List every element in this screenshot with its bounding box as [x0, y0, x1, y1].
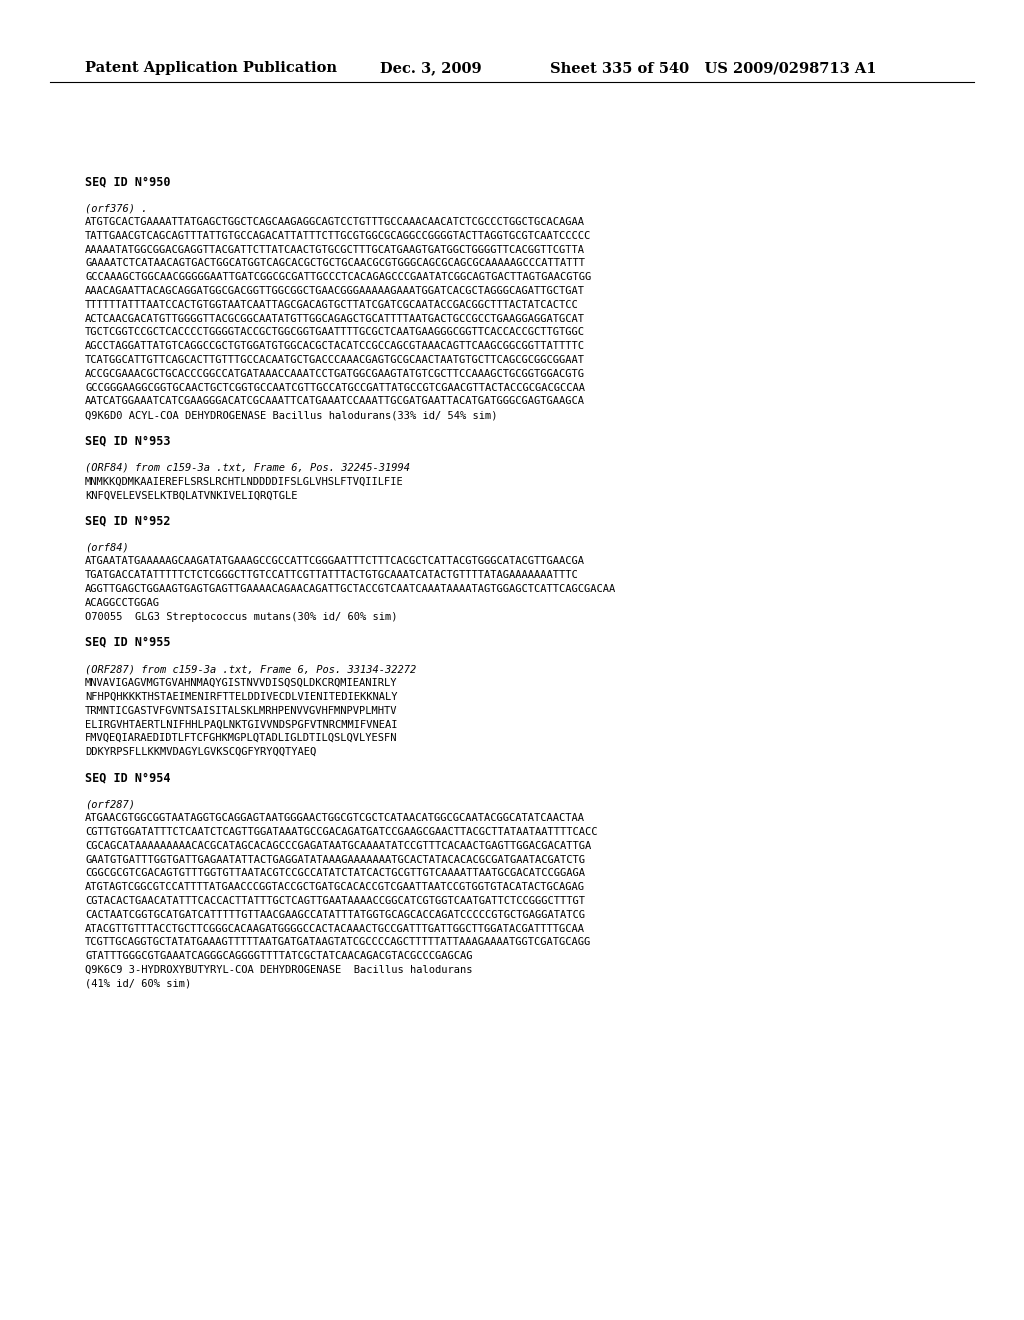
Text: GCCGGGAAGGCGGTGCAACTGCTCGGTGCCAATCGTTGCCATGCCGATTATGCCGTCGAACGTTACTACCGCGACGCCAA: GCCGGGAAGGCGGTGCAACTGCTCGGTGCCAATCGTTGCC… [85, 383, 585, 392]
Text: GAAAATCTCATAACAGTGACTGGCATGGTCAGCACGCTGCTGCAACGCGTGGGCAGCGCAGCGCAAAAAGCCCATTATTT: GAAAATCTCATAACAGTGACTGGCATGGTCAGCACGCTGC… [85, 259, 585, 268]
Text: TRMNTICGASTVFGVNTSAISITALSKLMRHPENVVGVHFMNPVPLMHTV: TRMNTICGASTVFGVNTSAISITALSKLMRHPENVVGVHF… [85, 705, 397, 715]
Text: TATTGAACGTCAGCAGTTTATTGTGCCAGACATTATTTCTTGCGTGGCGCAGGCCGGGGTACTTAGGTGCGTCAATCCCC: TATTGAACGTCAGCAGTTTATTGTGCCAGACATTATTTCT… [85, 231, 591, 240]
Text: CGTTGTGGATATTTCTCAATCTCAGTTGGATAAATGCCGACAGATGATCCGAAGCGAACTTACGCTTATAATAATTTTCA: CGTTGTGGATATTTCTCAATCTCAGTTGGATAAATGCCGA… [85, 826, 597, 837]
Text: AGGTTGAGCTGGAAGTGAGTGAGTTGAAAACAGAACAGATTGCTACCGTCAATCAAATAAAATAGTGGAGCTCATTCAGC: AGGTTGAGCTGGAAGTGAGTGAGTTGAAAACAGAACAGAT… [85, 583, 616, 594]
Text: ACCGCGAAACGCTGCACCCGGCCATGATAAACCAAATCCTGATGGCGAAGTATGTCGCTTCCAAAGCTGCGGTGGACGTG: ACCGCGAAACGCTGCACCCGGCCATGATAAACCAAATCCT… [85, 368, 585, 379]
Text: CGTACACTGAACATATTTCACCACTTATTTGCTCAGTTGAATAAAACCGGCATCGTGGTCAATGATTCTCCGGGCTTTGT: CGTACACTGAACATATTTCACCACTTATTTGCTCAGTTGA… [85, 896, 585, 906]
Text: TCATGGCATTGTTCAGCACTTGTTTGCCACAATGCTGACCCAAACGAGTGCGCAACTAATGTGCTTCAGCGCGGCGGAAT: TCATGGCATTGTTCAGCACTTGTTTGCCACAATGCTGACC… [85, 355, 585, 366]
Text: SEQ ID N°953: SEQ ID N°953 [85, 434, 171, 447]
Text: GCCAAAGCTGGCAACGGGGGAATTGATCGGCGCGATTGCCCTCACAGAGCCCGAATATCGGCAGTGACTTAGTGAACGTG: GCCAAAGCTGGCAACGGGGGAATTGATCGGCGCGATTGCC… [85, 272, 591, 282]
Text: Sheet 335 of 540   US 2009/0298713 A1: Sheet 335 of 540 US 2009/0298713 A1 [550, 61, 877, 75]
Text: GTATTTGGGCGTGAAATCAGGGCAGGGGTTTTATCGCTATCAACAGACGTACGCCCGAGCAG: GTATTTGGGCGTGAAATCAGGGCAGGGGTTTTATCGCTAT… [85, 952, 472, 961]
Text: Dec. 3, 2009: Dec. 3, 2009 [380, 61, 481, 75]
Text: AAACAGAATTACAGCAGGATGGCGACGGTTGGCGGCTGAACGGGAAAAAGAAATGGATCACGCTAGGGCAGATTGCTGAT: AAACAGAATTACAGCAGGATGGCGACGGTTGGCGGCTGAA… [85, 286, 585, 296]
Text: MNVAVIGAGVMGTGVAHNMAQYGISTNVVDISQSQLDKCRQMIEANIRLY: MNVAVIGAGVMGTGVAHNMAQYGISTNVVDISQSQLDKCR… [85, 678, 397, 688]
Text: CGGCGCGTCGACAGTGTTTGGTGTTAATACGTCCGCCATATCTATCACTGCGTTGTCAAAATTAATGCGACATCCGGAGA: CGGCGCGTCGACAGTGTTTGGTGTTAATACGTCCGCCATA… [85, 869, 585, 878]
Text: TCGTTGCAGGTGCTATATGAAAGTTTTTAATGATGATAAGTATCGCCCCAGCTTTTTATTAAAGAAAATGGTCGATGCAG: TCGTTGCAGGTGCTATATGAAAGTTTTTAATGATGATAAG… [85, 937, 591, 948]
Text: Patent Application Publication: Patent Application Publication [85, 61, 337, 75]
Text: ATGAATATGAAAAAGCAAGATATGAAAGCCGCCATTCGGGAATTTCTTTCACGCTCATTACGTGGGCATACGTTGAACGA: ATGAATATGAAAAAGCAAGATATGAAAGCCGCCATTCGGG… [85, 557, 585, 566]
Text: SEQ ID N°955: SEQ ID N°955 [85, 636, 171, 649]
Text: ACTCAACGACATGTTGGGGTTACGCGGCAATATGTTGGCAGAGCTGCATTTTAATGACTGCCGCCTGAAGGAGGATGCAT: ACTCAACGACATGTTGGGGTTACGCGGCAATATGTTGGCA… [85, 314, 585, 323]
Text: FMVQEQIARAEDIDTLFTCFGHKMGPLQTADLIGLDTILQSLQVLYESFN: FMVQEQIARAEDIDTLFTCFGHKMGPLQTADLIGLDTILQ… [85, 733, 397, 743]
Text: TGATGACCATATTTTTCTCTCGGGCTTGTCCATTCGTTATTTACTGTGCAAATCATACTGTTTTATAGAAAAAAATTTC: TGATGACCATATTTTTCTCTCGGGCTTGTCCATTCGTTAT… [85, 570, 579, 581]
Text: ATACGTTGTTTACCTGCTTCGGGCACAAGATGGGGCCACTACAAACTGCCGATTTGATTGGCTTGGATACGATTTTGCAA: ATACGTTGTTTACCTGCTTCGGGCACAAGATGGGGCCACT… [85, 924, 585, 933]
Text: (orf376) .: (orf376) . [85, 203, 147, 214]
Text: (ORF287) from c159-3a .txt, Frame 6, Pos. 33134-32272: (ORF287) from c159-3a .txt, Frame 6, Pos… [85, 664, 416, 675]
Text: TTTTTTATTTAATCCACTGTGGTAATCAATTAGCGACAGTGCTTATCGATCGCAATACCGACGGCTTTACTATCACTCC: TTTTTTATTTAATCCACTGTGGTAATCAATTAGCGACAGT… [85, 300, 579, 310]
Text: GAATGTGATTTGGTGATTGAGAATATTACTGAGGATATAAAGAAAAAAATGCACTATACACACGCGATGAATACGATCTG: GAATGTGATTTGGTGATTGAGAATATTACTGAGGATATAA… [85, 854, 585, 865]
Text: DDKYRPSFLLKKMVDAGYLGVKSCQGFYRYQQTYAEQ: DDKYRPSFLLKKMVDAGYLGVKSCQGFYRYQQTYAEQ [85, 747, 316, 756]
Text: SEQ ID N°950: SEQ ID N°950 [85, 176, 171, 187]
Text: SEQ ID N°954: SEQ ID N°954 [85, 771, 171, 784]
Text: (orf84): (orf84) [85, 543, 129, 553]
Text: ATGTGCACTGAAAATTATGAGCTGGCTCAGCAAGAGGCAGTCCTGTTTGCCAAACAACATCTCGCCCTGGCTGCACAGAA: ATGTGCACTGAAAATTATGAGCTGGCTCAGCAAGAGGCAG… [85, 216, 585, 227]
Text: (41% id/ 60% sim): (41% id/ 60% sim) [85, 978, 191, 989]
Text: SEQ ID N°952: SEQ ID N°952 [85, 515, 171, 528]
Text: Q9K6C9 3-HYDROXYBUTYRYL-COA DEHYDROGENASE  Bacillus halodurans: Q9K6C9 3-HYDROXYBUTYRYL-COA DEHYDROGENAS… [85, 965, 472, 975]
Text: ATGAACGTGGCGGTAATAGGTGCAGGAGTAATGGGAACTGGCGTCGCTCATAACATGGCGCAATACGGCATATCAACTAA: ATGAACGTGGCGGTAATAGGTGCAGGAGTAATGGGAACTG… [85, 813, 585, 824]
Text: CACTAATCGGTGCATGATCATTTTTGTTAACGAAGCCATATTTATGGTGCAGCACCAGATCCCCCGTGCTGAGGATATCG: CACTAATCGGTGCATGATCATTTTTGTTAACGAAGCCATA… [85, 909, 585, 920]
Text: ELIRGVHTAERTLNIFHHLPAQLNKTGIVVNDSPGFVTNRCMMIFVNEAI: ELIRGVHTAERTLNIFHHLPAQLNKTGIVVNDSPGFVTNR… [85, 719, 397, 730]
Text: ATGTAGTCGGCGTCCATTTTATGAACCCGGTACCGCTGATGCACACCGTCGAATTAATCCGTGGTGTACATACTGCAGAG: ATGTAGTCGGCGTCCATTTTATGAACCCGGTACCGCTGAT… [85, 882, 585, 892]
Text: AGCCTAGGATTATGTCAGGCCGCTGTGGATGTGGCACGCTACATCCGCCAGCGTAAACAGTTCAAGCGGCGGTTATTTTC: AGCCTAGGATTATGTCAGGCCGCTGTGGATGTGGCACGCT… [85, 341, 585, 351]
Text: O70055  GLG3 Streptococcus mutans(30% id/ 60% sim): O70055 GLG3 Streptococcus mutans(30% id/… [85, 611, 397, 622]
Text: NFHPQHKKKTHSTAEIMENIRFTTELDDIVECDLVIENITEDIEKKNALY: NFHPQHKKKTHSTAEIMENIRFTTELDDIVECDLVIENIT… [85, 692, 397, 702]
Text: (ORF84) from c159-3a .txt, Frame 6, Pos. 32245-31994: (ORF84) from c159-3a .txt, Frame 6, Pos.… [85, 462, 410, 473]
Text: MNMKKQDMKAAIEREFLSRSLRCHTLNDDDDIFSLGLVHSLFTVQIILFIE: MNMKKQDMKAAIEREFLSRSLRCHTLNDDDDIFSLGLVHS… [85, 477, 403, 487]
Text: AATCATGGAAATCATCGAAGGGACATCGCAAATTCATGAAATCCAAATTGCGATGAATTACATGATGGGCGAGTGAAGCA: AATCATGGAAATCATCGAAGGGACATCGCAAATTCATGAA… [85, 396, 585, 407]
Text: CGCAGCATAAAAAAAAACACGCATAGCACAGCCCGAGATAATGCAAAATATCCGTTTCACAACTGAGTTGGACGACATTG: CGCAGCATAAAAAAAAACACGCATAGCACAGCCCGAGATA… [85, 841, 591, 851]
Text: TGCTCGGTCCGCTCACCCCTGGGGTACCGCTGGCGGTGAATTTTGCGCTCAATGAAGGGCGGTTCACCACCGCTTGTGGC: TGCTCGGTCCGCTCACCCCTGGGGTACCGCTGGCGGTGAA… [85, 327, 585, 338]
Text: (orf287): (orf287) [85, 800, 135, 809]
Text: KNFQVELEVSELKTBQLATVNKIVELIQRQTGLE: KNFQVELEVSELKTBQLATVNKIVELIQRQTGLE [85, 490, 298, 500]
Text: AAAAATATGGCGGACGAGGTTACGATTCTTATCAACTGTGCGCTTTGCATGAAGTGATGGCTGGGGTTCACGGTTCGTTA: AAAAATATGGCGGACGAGGTTACGATTCTTATCAACTGTG… [85, 244, 585, 255]
Text: ACAGGCCTGGAG: ACAGGCCTGGAG [85, 598, 160, 609]
Text: Q9K6D0 ACYL-COA DEHYDROGENASE Bacillus halodurans(33% id/ 54% sim): Q9K6D0 ACYL-COA DEHYDROGENASE Bacillus h… [85, 411, 498, 420]
